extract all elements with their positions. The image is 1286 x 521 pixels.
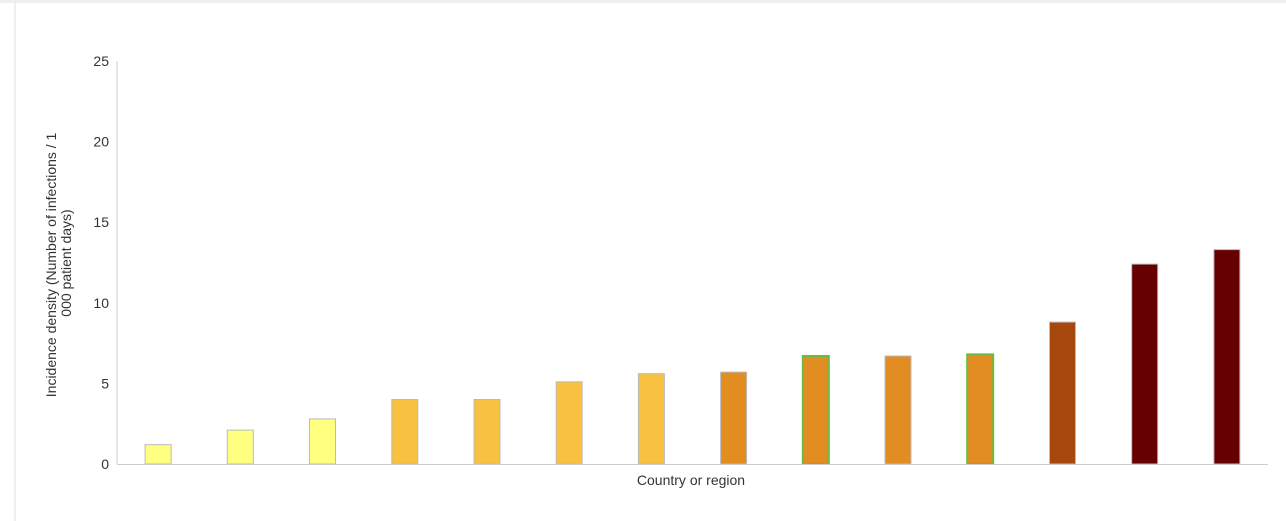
y-axis-title-line-1: Incidence density (Number of infections … [43,132,59,397]
bar[interactable] [391,399,419,465]
bars [144,249,1241,465]
bar[interactable] [637,373,665,465]
y-tick-label: 25 [93,53,109,69]
bar[interactable] [555,381,583,465]
y-axis-title: Incidence density (Number of infections … [43,129,74,397]
y-tick-label: 20 [93,134,109,150]
y-axis-title-line-2: 000 patient days) [58,209,74,316]
y-tick-label: 10 [93,295,109,311]
bar[interactable] [801,355,830,465]
bar[interactable] [226,429,254,465]
y-tick-label: 0 [101,456,109,472]
bar[interactable] [966,353,995,465]
y-axis: 0 5 10 15 20 25 [93,53,118,472]
bar[interactable] [884,355,912,465]
bar[interactable] [1049,321,1076,465]
y-tick-label: 5 [101,375,109,391]
bar[interactable] [1213,249,1241,465]
bar[interactable] [309,418,336,465]
y-tick-label: 15 [93,214,109,230]
bar[interactable] [1131,263,1159,465]
panel-top-border [0,0,1286,3]
x-axis-title: Country or region [637,472,745,488]
bar[interactable] [473,399,501,465]
bar[interactable] [720,371,748,465]
panel-left-border [14,3,16,521]
bar[interactable] [144,444,172,465]
